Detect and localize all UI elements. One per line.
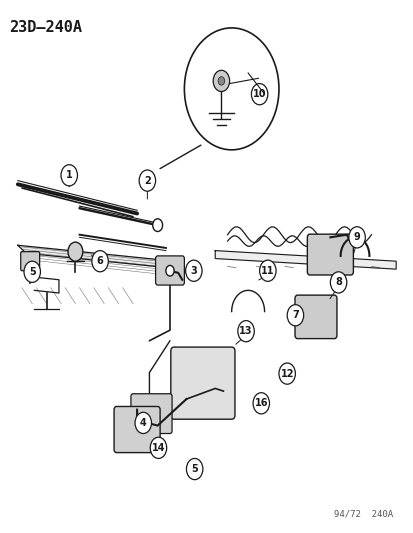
Circle shape bbox=[166, 265, 174, 276]
Text: 5: 5 bbox=[29, 267, 36, 277]
FancyBboxPatch shape bbox=[171, 347, 235, 419]
Circle shape bbox=[139, 170, 155, 191]
Text: 7: 7 bbox=[291, 310, 298, 320]
FancyBboxPatch shape bbox=[155, 256, 184, 285]
Text: 14: 14 bbox=[151, 443, 165, 453]
FancyBboxPatch shape bbox=[294, 295, 336, 338]
Circle shape bbox=[61, 165, 77, 186]
Circle shape bbox=[213, 70, 229, 92]
Circle shape bbox=[237, 320, 254, 342]
Text: 6: 6 bbox=[97, 256, 103, 266]
Text: 2: 2 bbox=[144, 175, 150, 185]
FancyBboxPatch shape bbox=[114, 407, 160, 453]
Circle shape bbox=[150, 437, 166, 458]
Text: 1: 1 bbox=[66, 171, 72, 180]
Circle shape bbox=[218, 77, 224, 85]
Text: 11: 11 bbox=[261, 266, 274, 276]
Circle shape bbox=[135, 413, 151, 433]
Circle shape bbox=[152, 219, 162, 231]
Text: 9: 9 bbox=[353, 232, 360, 243]
Circle shape bbox=[278, 363, 295, 384]
Text: 94/72  240A: 94/72 240A bbox=[333, 510, 392, 519]
Circle shape bbox=[330, 272, 346, 293]
Circle shape bbox=[92, 251, 108, 272]
Circle shape bbox=[259, 260, 275, 281]
Circle shape bbox=[287, 305, 303, 326]
Text: 12: 12 bbox=[280, 369, 293, 378]
Circle shape bbox=[348, 227, 364, 248]
Circle shape bbox=[251, 84, 267, 105]
Text: 23D–240A: 23D–240A bbox=[9, 20, 83, 35]
Circle shape bbox=[186, 458, 202, 480]
Text: 13: 13 bbox=[239, 326, 252, 336]
FancyBboxPatch shape bbox=[21, 252, 40, 271]
Text: 5: 5 bbox=[191, 464, 197, 474]
Text: 8: 8 bbox=[335, 277, 341, 287]
Circle shape bbox=[185, 260, 202, 281]
Circle shape bbox=[24, 261, 40, 282]
Text: 16: 16 bbox=[254, 398, 267, 408]
Circle shape bbox=[184, 28, 278, 150]
FancyBboxPatch shape bbox=[306, 234, 353, 275]
Circle shape bbox=[68, 242, 83, 261]
Polygon shape bbox=[18, 245, 182, 269]
Text: 3: 3 bbox=[190, 266, 197, 276]
Text: 4: 4 bbox=[140, 418, 146, 428]
Circle shape bbox=[252, 393, 269, 414]
Polygon shape bbox=[215, 251, 395, 269]
Text: 10: 10 bbox=[252, 89, 266, 99]
FancyBboxPatch shape bbox=[131, 394, 172, 433]
